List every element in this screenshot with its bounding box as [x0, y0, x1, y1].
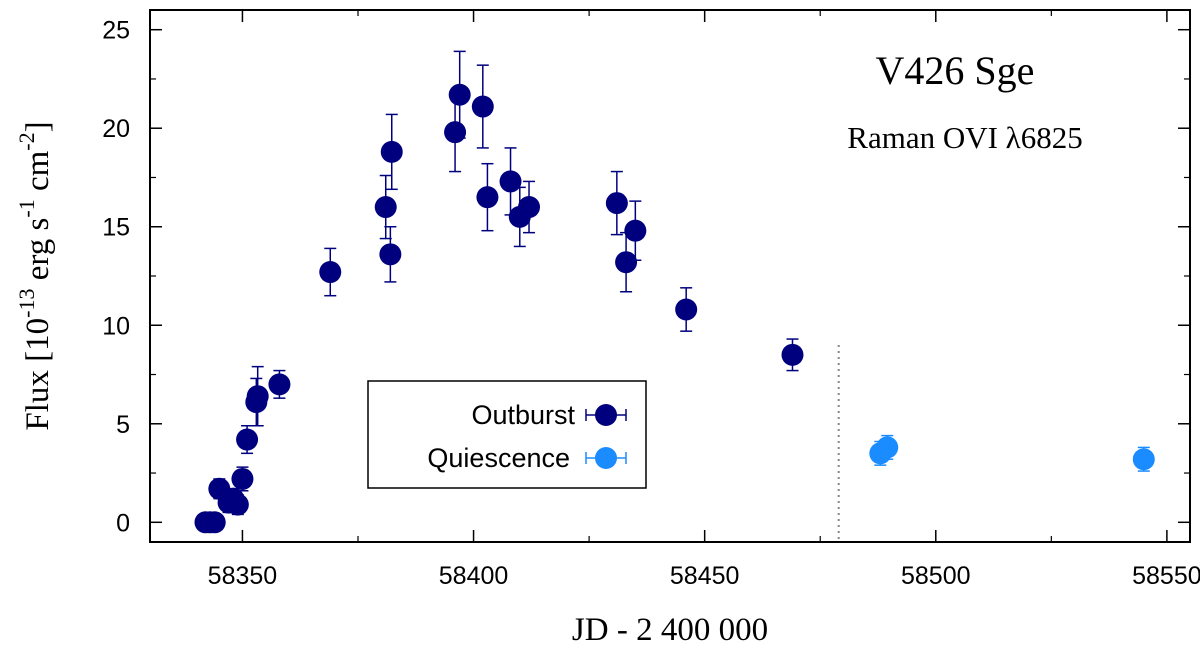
y-label-mid1: erg s	[20, 218, 56, 289]
x-tick-label: 58400	[439, 562, 509, 590]
y-tick-label: 25	[102, 17, 130, 45]
outburst-point	[444, 121, 467, 144]
y-tick-label: 5	[116, 411, 130, 439]
legend-marks	[585, 404, 627, 469]
outburst-point	[471, 95, 494, 118]
outburst-point	[380, 140, 403, 163]
chart-subtitle: Raman OVI λ6825	[847, 120, 1082, 155]
outburst-point	[781, 343, 804, 366]
outburst-point	[518, 196, 541, 219]
outburst-point	[226, 493, 249, 516]
tick-labels: 58350 58400 58450 58500 58550 0 5 10 15 20 25	[102, 17, 1200, 590]
y-label-exp1: -13	[14, 289, 39, 318]
quiescence-point	[1132, 448, 1155, 471]
y-label-exp3: -2	[14, 132, 39, 150]
y-tick-label: 10	[102, 312, 130, 340]
outburst-point	[499, 170, 522, 193]
outburst-point	[476, 186, 499, 209]
outburst-point	[675, 298, 698, 321]
y-tick-label: 0	[116, 509, 130, 537]
outburst-point	[379, 243, 402, 266]
x-axis-label: JD - 2 400 000	[572, 612, 768, 648]
legend-outburst-marker	[595, 404, 617, 426]
y-label-exp2: -1	[14, 199, 39, 217]
outburst-point	[203, 511, 226, 534]
y-label-suffix: ]	[20, 121, 56, 132]
legend-label-quiescence: Quiescence	[427, 443, 570, 473]
outburst-point	[246, 385, 269, 408]
y-tick-label: 15	[102, 214, 130, 242]
axis-ticks	[150, 10, 1190, 542]
outburst-point	[615, 251, 638, 274]
legend-box	[367, 380, 647, 489]
data-marks	[194, 50, 1155, 534]
y-tick-label: 20	[102, 115, 130, 143]
legend-quiescence-marker	[595, 447, 617, 469]
x-tick-label: 58350	[208, 562, 278, 590]
outburst-point	[605, 192, 628, 215]
legend: Outburst Quiescence	[367, 380, 647, 489]
outburst-point	[624, 219, 647, 242]
x-tick-label: 58450	[670, 562, 740, 590]
quiescence-point	[876, 436, 899, 459]
outburst-point	[231, 467, 254, 490]
chart-title: V426 Sge	[876, 48, 1035, 93]
outburst-point	[374, 196, 397, 219]
outburst-point	[448, 83, 471, 106]
outburst-point	[319, 261, 342, 284]
y-label-prefix: Flux [10	[20, 318, 56, 431]
x-tick-label: 58550	[1132, 562, 1200, 590]
outburst-point	[236, 428, 259, 451]
y-axis-label: Flux [10-13 erg s-1 cm-2]	[14, 121, 56, 430]
y-label-mid2: cm	[20, 150, 56, 199]
x-tick-label: 58500	[901, 562, 971, 590]
legend-label-outburst: Outburst	[471, 400, 575, 430]
outburst-point	[268, 373, 291, 396]
